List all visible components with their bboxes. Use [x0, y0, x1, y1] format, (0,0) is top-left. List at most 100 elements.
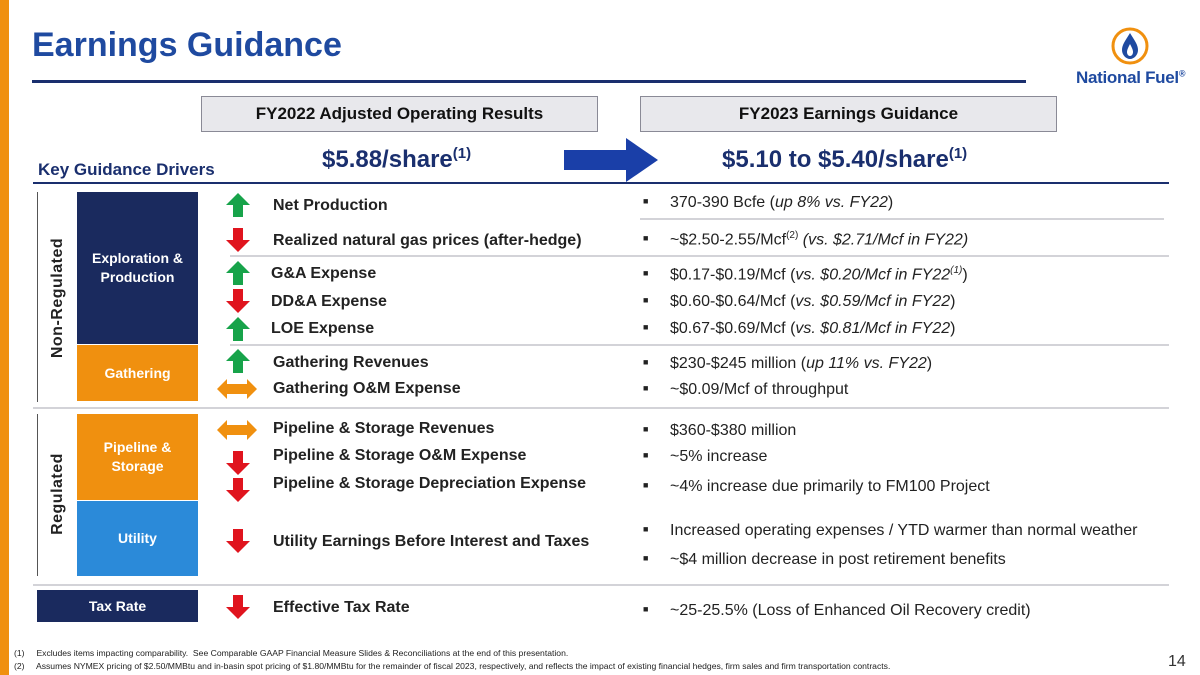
- fy2022-header: FY2022 Adjusted Operating Results: [201, 96, 598, 132]
- guidance-text: ): [950, 293, 956, 310]
- guidance-bullet: ■ ~25-25.5% (Loss of Enhanced Oil Recover…: [643, 602, 1031, 620]
- bullet-marker: ■: [643, 424, 649, 434]
- section-title: Key Guidance Drivers: [38, 160, 215, 179]
- guidance-text: ~5% increase: [670, 448, 768, 465]
- guidance-bullet: ■ 370-390 Bcfe (up 8% vs. FY22): [643, 194, 893, 212]
- driver-label: Gathering O&M Expense: [273, 380, 461, 397]
- bullet-marker: ■: [643, 480, 649, 490]
- down-arrow-icon: [226, 289, 250, 313]
- row-separator: [33, 584, 1169, 586]
- down-arrow-icon: [226, 228, 250, 252]
- fy2022-eps-footnote-ref: (1): [452, 145, 472, 162]
- up-arrow-icon: [226, 349, 250, 373]
- bullet-marker: ■: [643, 196, 649, 206]
- down-arrow-icon: [226, 529, 250, 553]
- segment-utility: Utility: [77, 501, 198, 576]
- bullet-marker: ■: [643, 524, 649, 534]
- footnote: (1) Excludes items impacting comparabili…: [14, 648, 569, 658]
- driver-label: Utility Earnings Before Interest and Tax…: [273, 533, 590, 550]
- guidance-text: ): [887, 194, 894, 211]
- driver-label: G&A Expense: [271, 265, 377, 282]
- regulated-label: Regulated: [49, 453, 66, 535]
- down-arrow-icon: [226, 478, 250, 502]
- row-separator: [230, 255, 1169, 257]
- registered-mark: ®: [1178, 68, 1186, 79]
- guidance-text: ): [950, 320, 956, 337]
- bullet-marker: ■: [643, 383, 649, 393]
- guidance-text: ~$4 million decrease in post retirement …: [670, 551, 1006, 568]
- segment-pipeline-storage: Pipeline & Storage: [77, 414, 198, 500]
- bullet-marker: ■: [643, 268, 649, 279]
- guidance-text: $0.17-$0.19/Mcf (: [670, 266, 796, 284]
- guidance-comparison: (vs. $2.71/Mcf in FY22): [798, 231, 969, 249]
- guidance-text: 370-390 Bcfe (: [670, 194, 775, 211]
- driver-label: DD&A Expense: [271, 293, 387, 310]
- bullet-marker: ■: [643, 233, 649, 244]
- non-regulated-bracket: [37, 192, 38, 402]
- guidance-text: ~4% increase due primarily to FM100 Proj…: [670, 478, 990, 495]
- bullet-marker: ■: [643, 604, 649, 614]
- guidance-bullet: ■ $0.67-$0.69/Mcf (vs. $0.81/Mcf in FY22): [643, 320, 955, 338]
- fy2022-eps: $5.88/share(1): [322, 145, 471, 174]
- guidance-bullet: ■ Increased operating expenses / YTD warm…: [643, 522, 1138, 540]
- page-title: Earnings Guidance: [32, 26, 342, 64]
- horizontal-double-arrow-icon: [217, 379, 257, 399]
- title-underline: [32, 80, 1026, 83]
- company-logo-text: National Fuel®: [1076, 68, 1186, 88]
- guidance-bullet: ■ ~$4 million decrease in post retirement…: [643, 551, 1006, 569]
- driver-label: LOE Expense: [271, 320, 375, 337]
- footnote: (2) Assumes NYMEX pricing of $2.50/MMBtu…: [14, 661, 891, 671]
- guidance-text: $230-$245 million (: [670, 355, 807, 372]
- up-arrow-icon: [226, 317, 250, 341]
- driver-label: Pipeline & Storage Depreciation Expense: [273, 475, 586, 492]
- guidance-comparison: vs. $0.59/Mcf in FY22: [795, 293, 951, 310]
- guidance-text: Increased operating expenses / YTD warme…: [670, 522, 1138, 539]
- guidance-comparison: vs. $0.20/Mcf in FY22: [795, 266, 951, 284]
- segment-exploration-production: Exploration & Production: [77, 192, 198, 344]
- regulated-bracket: [37, 414, 38, 576]
- up-arrow-icon: [226, 193, 250, 217]
- guidance-text: ): [962, 266, 968, 284]
- guidance-bullet: ■ ~$0.09/Mcf of throughput: [643, 381, 848, 399]
- fy2023-header: FY2023 Earnings Guidance: [640, 96, 1057, 132]
- down-arrow-icon: [226, 595, 250, 619]
- left-accent-bar: [0, 0, 9, 675]
- bullet-marker: ■: [643, 357, 649, 367]
- guidance-bullet: ■ ~4% increase due primarily to FM100 Pro…: [643, 478, 990, 496]
- non-regulated-label: Non-Regulated: [49, 237, 66, 359]
- guidance-bullet: ■ ~5% increase: [643, 448, 767, 466]
- driver-label: Effective Tax Rate: [273, 599, 410, 616]
- footnote-ref: (2): [786, 230, 799, 241]
- section-rule: [33, 182, 1169, 184]
- driver-label: Realized natural gas prices (after-hedge…: [273, 232, 582, 249]
- guidance-text: ~$0.09/Mcf of throughput: [670, 381, 849, 398]
- flame-logo-icon: [1111, 27, 1149, 65]
- guidance-comparison: up 8% vs. FY22: [774, 194, 888, 211]
- row-separator: [33, 407, 1169, 409]
- row-separator: [640, 218, 1164, 220]
- guidance-text: $360-$380 million: [670, 422, 797, 439]
- driver-label: Pipeline & Storage Revenues: [273, 420, 495, 437]
- driver-label: Net Production: [273, 197, 388, 214]
- guidance-bullet: ■ ~$2.50-2.55/Mcf(2) (vs. $2.71/Mcf in FY…: [643, 230, 968, 249]
- guidance-bullet: ■ $0.60-$0.64/Mcf (vs. $0.59/Mcf in FY22): [643, 293, 955, 311]
- bullet-marker: ■: [643, 450, 649, 460]
- guidance-bullet: ■ $360-$380 million: [643, 422, 796, 440]
- bullet-marker: ■: [643, 553, 649, 563]
- down-arrow-icon: [226, 451, 250, 475]
- page-number: 14: [1168, 653, 1186, 670]
- row-separator: [230, 344, 1169, 346]
- guidance-comparison: up 11% vs. FY22: [806, 355, 927, 372]
- logo-wordmark: National Fuel: [1076, 68, 1179, 87]
- guidance-text: ~$2.50-2.55/Mcf: [670, 231, 787, 249]
- fy2023-eps-value: $5.10 to $5.40/share: [722, 146, 949, 173]
- guidance-text: $0.60-$0.64/Mcf (: [670, 293, 796, 310]
- footnotes: (1) Excludes items impacting comparabili…: [14, 647, 890, 673]
- fy2023-eps-footnote-ref: (1): [948, 145, 968, 162]
- bullet-marker: ■: [643, 295, 649, 305]
- up-arrow-icon: [226, 261, 250, 285]
- bullet-marker: ■: [643, 322, 649, 332]
- guidance-comparison: vs. $0.81/Mcf in FY22: [795, 320, 951, 337]
- guidance-text: ): [926, 355, 933, 372]
- driver-label: Pipeline & Storage O&M Expense: [273, 447, 527, 464]
